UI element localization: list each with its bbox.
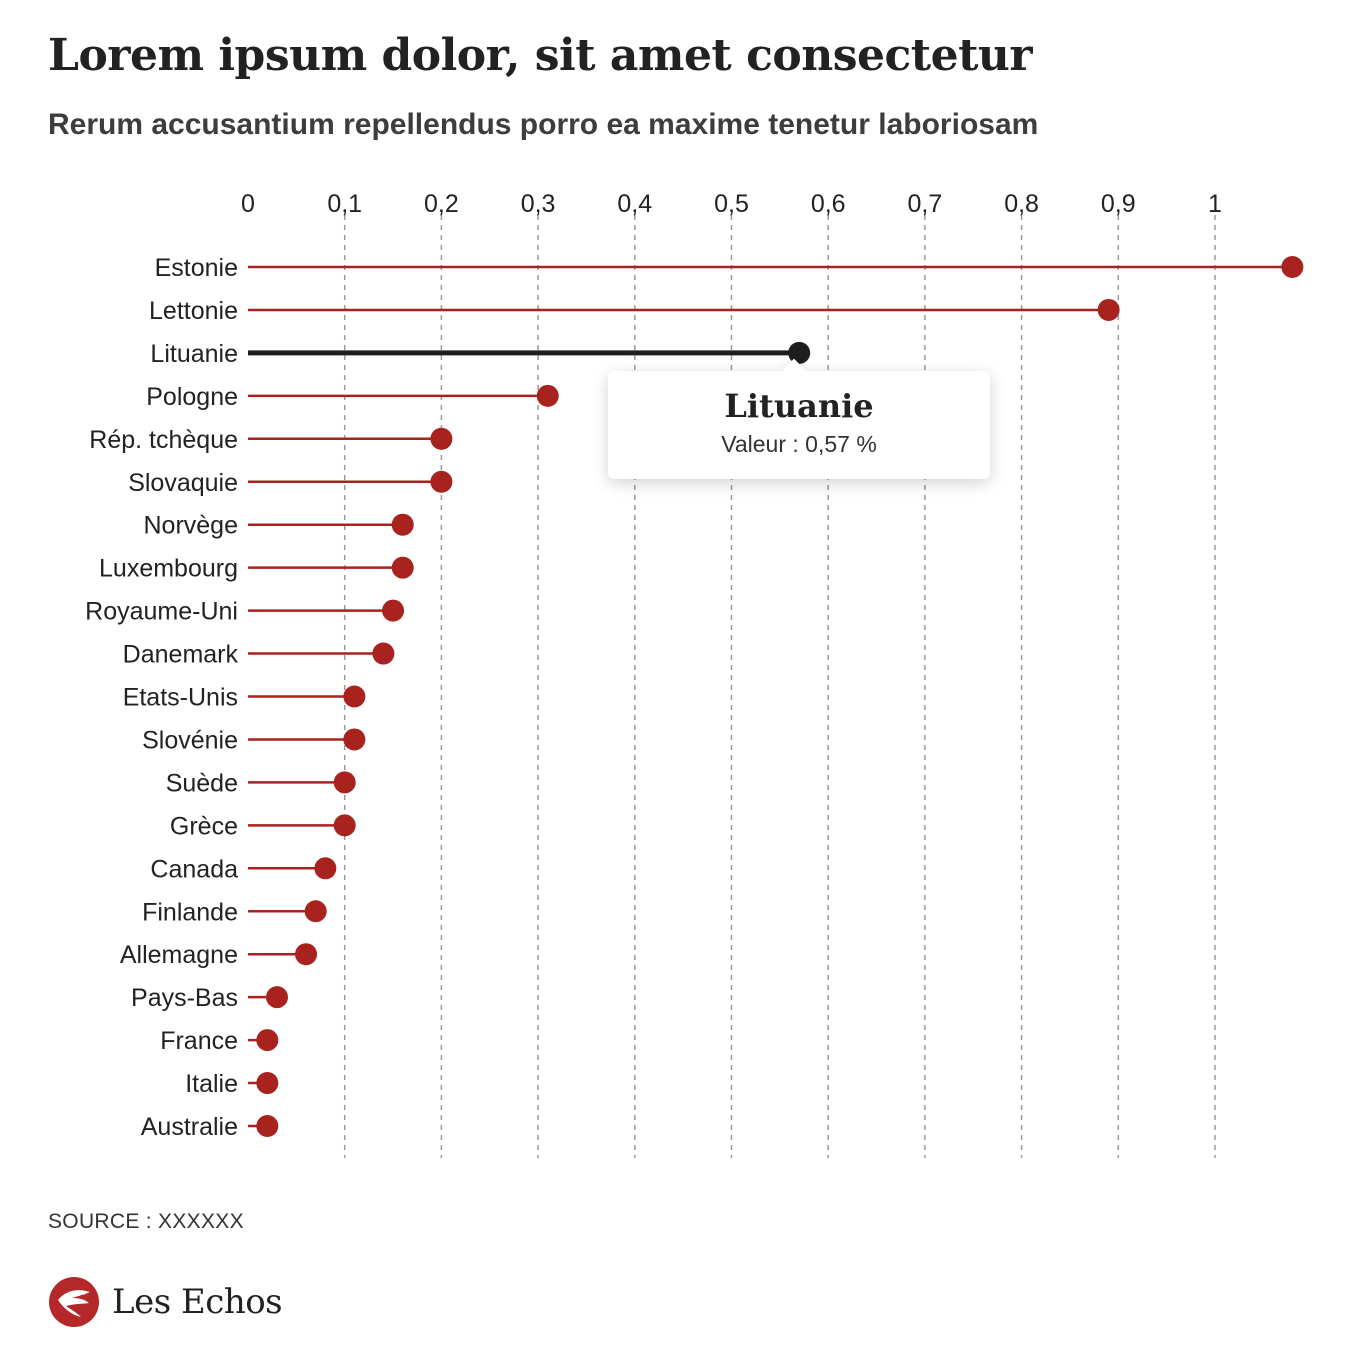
category-label: Allemagne [120,941,238,969]
category-label: Italie [185,1070,238,1098]
x-tick-label: 0,2 [424,190,459,218]
category-labels: Estonie Lettonie Lituanie Pologne Rép. tchèq… [85,254,238,1141]
category-label: Finlande [142,898,238,926]
category-label: Luxembourg [99,555,238,583]
category-label: Royaume-Uni [85,598,238,626]
lollipop-dot[interactable] [333,814,356,837]
tooltip-title: Lituanie [724,387,874,425]
lollipop-dot[interactable] [266,986,289,1009]
x-tick-label: 0,4 [617,190,652,218]
lollipop-dot[interactable] [343,685,366,708]
lollipop-dot[interactable] [788,341,811,364]
x-tick-label: 0 [241,190,255,218]
lollipop-dot[interactable] [314,857,337,880]
lollipop-dot[interactable] [333,771,356,794]
category-label: Pays-Bas [131,984,238,1012]
category-label: Estonie [155,254,238,282]
tooltip-value: Valeur : 0,57 % [721,431,877,457]
x-tick-label: 0,7 [908,190,943,218]
category-label: Rép. tchèque [89,426,238,454]
category-label: Pologne [146,383,238,411]
lollipop-dot[interactable] [304,900,327,923]
lollipop-dot[interactable] [536,384,559,407]
source-note: SOURCE : XXXXXX [48,1210,244,1233]
lollipop-dot[interactable] [430,470,453,493]
brand-logo[interactable]: Les Echos [48,1276,283,1328]
lollipop-dot[interactable] [1097,298,1120,321]
lollipop-dot[interactable] [391,513,414,536]
category-label: Slovénie [142,726,238,754]
lollipop-dot[interactable] [256,1072,279,1095]
category-label: Australie [141,1113,238,1141]
category-label: Lettonie [149,297,238,325]
x-tick-label: 0,8 [1004,190,1039,218]
category-label: Danemark [123,641,239,669]
category-label: Slovaquie [128,469,238,497]
category-label: France [160,1027,238,1055]
x-axis-ticks: 0 0,1 0,2 0,3 0,4 0,5 0,6 0,7 0,8 0,9 1 [241,190,1222,218]
lollipop-dot[interactable] [295,943,318,966]
lollipop-chart: 0 0,1 0,2 0,3 0,4 0,5 0,6 0,7 0,8 0,9 1 Estonie Let… [85,190,1304,1158]
lollipop-dot[interactable] [372,642,395,665]
x-tick-label: 0,5 [714,190,749,218]
tooltip: Lituanie Valeur : 0,57 % [608,358,990,479]
x-tick-label: 0,1 [327,190,362,218]
brand-name: Les Echos [112,1282,283,1322]
lollipop-dots[interactable] [256,256,1304,1137]
category-label: Canada [150,855,238,883]
x-tick-label: 0,3 [521,190,556,218]
lollipop-dot[interactable] [1281,256,1304,278]
x-tick-label: 0,9 [1101,190,1136,218]
category-label: Grèce [170,812,238,840]
x-tick-label: 1 [1208,190,1222,218]
lollipop-dot[interactable] [256,1115,279,1137]
lollipop-dot[interactable] [430,427,453,450]
category-label: Suède [166,769,238,797]
category-label: Norvège [144,512,239,540]
lollipop-dot[interactable] [391,556,414,579]
lollipop-dot[interactable] [343,728,366,751]
chart-title: Lorem ipsum dolor, sit amet consectetur [48,30,1033,81]
lollipop-dot[interactable] [256,1029,279,1052]
chart-subtitle: Rerum accusantium repellendus porro ea m… [48,108,1039,141]
grid-lines [343,215,1216,1158]
x-tick-label: 0,6 [811,190,846,218]
category-label: Etats-Unis [123,684,238,712]
category-label: Lituanie [150,340,238,368]
lollipop-dot[interactable] [382,599,405,622]
les-echos-logo-icon [49,1277,99,1327]
